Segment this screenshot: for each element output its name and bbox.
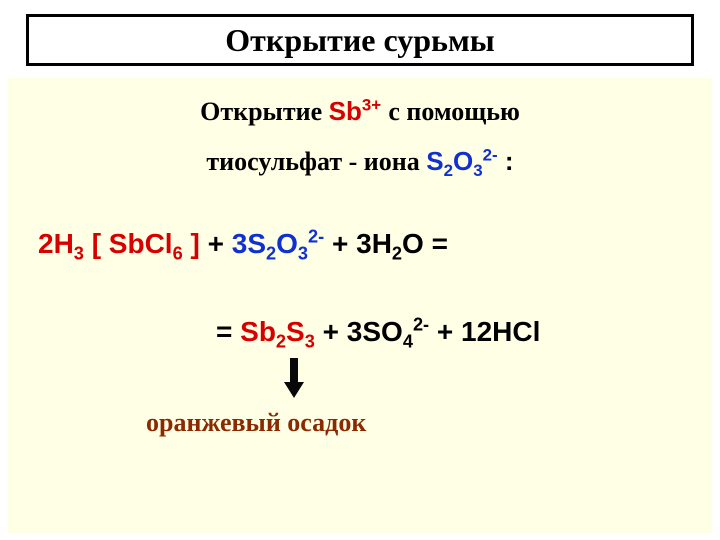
formula-sb3: Sb3+ — [329, 96, 389, 126]
eq-sign-1: = — [432, 228, 448, 259]
plus2: + — [332, 228, 356, 259]
lhs3: 3H2O — [356, 228, 431, 259]
intro-prefix1: Открытие — [200, 97, 329, 126]
equation-line-1: 2H3 [ SbCl6 ] + 3S2O32- + 3H2O = — [38, 228, 448, 260]
equation-line-2: = Sb2S3 + 3SO42- + 12HCl — [216, 316, 540, 348]
plus3: + — [323, 316, 347, 347]
lhs2: 3S2O32- — [232, 228, 332, 259]
formula-s2o3: S2O32- — [426, 146, 505, 176]
intro-line-2: тиосульфат - иона S2O32- : — [8, 146, 712, 177]
lhs1: 2H3 [ SbCl6 ] — [38, 228, 208, 259]
plus1: + — [208, 228, 232, 259]
intro-suffix2: : — [505, 146, 514, 176]
plus4: + — [437, 316, 461, 347]
content-area: Открытие Sb3+ с помощью тиосульфат - ион… — [8, 78, 712, 533]
intro-suffix1: с помощью — [388, 97, 519, 126]
precipitate-annotation: оранжевый осадок — [146, 408, 366, 438]
down-arrow-icon — [284, 358, 304, 403]
page-title: Открытие сурьмы — [225, 22, 494, 59]
rhs1: Sb2S3 — [240, 316, 323, 347]
intro-prefix2: тиосульфат - иона — [206, 147, 426, 176]
rhs2: 3SO42- — [347, 316, 437, 347]
eq-sign-2: = — [216, 316, 240, 347]
title-box: Открытие сурьмы — [26, 14, 694, 66]
rhs3: 12HCl — [461, 316, 540, 347]
intro-line-1: Открытие Sb3+ с помощью — [8, 96, 712, 127]
